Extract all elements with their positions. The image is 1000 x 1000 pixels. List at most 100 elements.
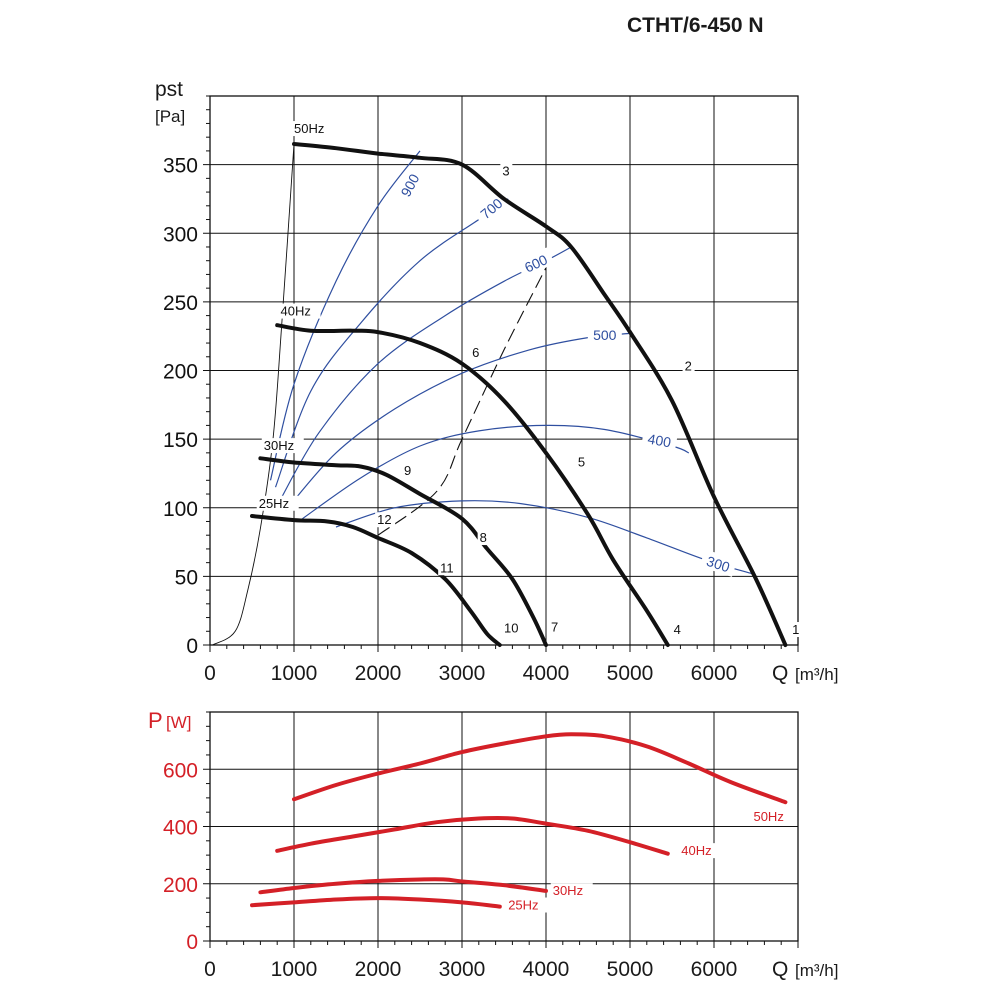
power-label-bg — [506, 897, 549, 913]
curve-number-bg — [477, 530, 490, 546]
curve-number-bg — [470, 344, 483, 360]
frequency-label-30Hz: 30Hz — [264, 438, 294, 453]
curve-number-6: 6 — [472, 345, 479, 360]
power-x-axis-label: Q — [772, 958, 788, 981]
curve-number-bg — [402, 462, 415, 478]
rpm-label-bg — [471, 189, 510, 226]
frequency-label-bg — [278, 303, 321, 319]
rpm-label-bg — [516, 247, 555, 278]
dashed-efficiency-curve — [377, 257, 552, 536]
pressure-x-tick-label: 6000 — [691, 662, 738, 685]
curve-number-7: 7 — [551, 619, 558, 634]
curve-number-bg — [682, 358, 695, 374]
frequency-label-25Hz: 25Hz — [259, 496, 289, 511]
pressure-x-tick-label: 3000 — [439, 662, 486, 685]
curve-number-bg — [790, 622, 803, 638]
power-x-tick-label: 3000 — [439, 958, 486, 981]
pressure-y-tick-label: 250 — [163, 292, 198, 315]
rpm-label-bg — [587, 324, 622, 343]
fan-curve-40Hz — [275, 323, 670, 647]
curve-number-12: 12 — [377, 512, 391, 527]
power-y-axis-label: P — [148, 708, 163, 733]
power-label-bg — [679, 843, 722, 859]
pressure-y-axis-label: pst — [155, 78, 183, 101]
pressure-x-axis-label: Q — [772, 662, 788, 685]
power-label-40Hz: 40Hz — [681, 843, 711, 858]
frequency-label-bg — [256, 495, 299, 511]
power-x-tick-label: 4000 — [523, 958, 570, 981]
power-x-tick-label: 6000 — [691, 958, 738, 981]
power-curve-40Hz — [275, 815, 670, 856]
power-x-tick-label: 5000 — [607, 958, 654, 981]
fan-curve-50Hz — [292, 142, 788, 647]
rpm-curve-300 — [335, 500, 752, 575]
pressure-frame: 0 1000 2000 3000 4000 5000 6000050100150200250… — [163, 95, 838, 685]
curve-number-4: 4 — [674, 622, 681, 637]
rpm-label-500: 500 — [593, 327, 617, 343]
power-curve-30Hz — [258, 877, 548, 895]
pressure-x-axis-unit: [m³/h] — [795, 665, 838, 684]
power-y-axis-unit: [W] — [166, 713, 192, 732]
curve-number-bg — [438, 560, 459, 576]
power-y-tick-label: 0 — [186, 931, 198, 954]
power-x-tick-label: 0 — [204, 958, 216, 981]
curve-number-5: 5 — [578, 455, 585, 470]
fan-curve-30Hz — [258, 456, 548, 647]
power-label-bg — [550, 883, 593, 899]
fan-curve-25Hz — [250, 514, 502, 647]
power-x-tick-label: 2000 — [355, 958, 402, 981]
curve-number-1: 1 — [792, 622, 799, 637]
pressure-x-tick-label: 5000 — [607, 662, 654, 685]
curve-number-bg — [549, 619, 562, 635]
rpm-label-bg — [699, 549, 738, 577]
curve-number-bg — [375, 512, 396, 528]
power-label-50Hz: 50Hz — [753, 809, 783, 824]
power-label-25Hz: 25Hz — [508, 898, 538, 913]
curve-number-bg — [500, 163, 513, 179]
curve-number-bg — [502, 620, 522, 636]
pressure-y-tick-label: 50 — [175, 566, 198, 589]
curve-number-2: 2 — [685, 359, 692, 374]
power-y-tick-label: 600 — [163, 759, 198, 782]
curve-number-10: 10 — [504, 621, 518, 636]
pressure-x-tick-label: 1000 — [271, 662, 318, 685]
curve-number-bg — [575, 454, 588, 470]
rpm-label-bg — [393, 165, 425, 204]
frequency-label-40Hz: 40Hz — [281, 304, 311, 319]
curve-number-11: 11 — [440, 560, 454, 575]
rpm-curve-700 — [274, 198, 509, 488]
power-curve-25Hz — [250, 896, 502, 909]
pressure-y-tick-label: 100 — [163, 498, 198, 521]
rpm-label-300: 300 — [705, 553, 732, 576]
pressure-y-tick-label: 200 — [163, 361, 198, 384]
curve-number-3: 3 — [502, 164, 509, 179]
rpm-label-400: 400 — [647, 431, 673, 451]
chart-title: CTHT/6-450 N — [627, 14, 764, 37]
power-y-tick-label: 400 — [163, 817, 198, 840]
curve-number-8: 8 — [480, 530, 487, 545]
power-curve-50Hz — [292, 732, 788, 805]
power-frame: 0 1000 2000 3000 4000 5000 6000 0 200 400 600 Q [m³/… — [163, 711, 838, 981]
pressure-y-axis-unit: [Pa] — [155, 107, 185, 126]
frequency-label-bg — [292, 121, 334, 137]
pressure-y-tick-label: 150 — [163, 429, 198, 452]
system-curve — [212, 143, 295, 646]
power-x-axis-unit: [m³/h] — [795, 961, 838, 980]
rpm-label-bg — [641, 427, 678, 452]
pressure-x-tick-label: 2000 — [355, 662, 402, 685]
power-label-30Hz: 30Hz — [553, 883, 583, 898]
curve-number-9: 9 — [404, 463, 411, 478]
power-label-bg — [751, 808, 794, 824]
frequency-label-50Hz: 50Hz — [294, 121, 324, 136]
power-y-tick-label: 200 — [163, 874, 198, 897]
frequency-label-bg — [261, 438, 304, 454]
rpm-curve-900 — [269, 150, 421, 481]
pressure-y-tick-label: 350 — [163, 155, 198, 178]
pressure-y-tick-label: 0 — [186, 635, 198, 658]
pressure-x-tick-label: 0 — [204, 662, 216, 685]
pressure-x-tick-label: 4000 — [523, 662, 570, 685]
curve-number-bg — [671, 622, 684, 638]
pressure-y-tick-label: 300 — [163, 223, 198, 246]
power-x-tick-label: 1000 — [271, 958, 318, 981]
